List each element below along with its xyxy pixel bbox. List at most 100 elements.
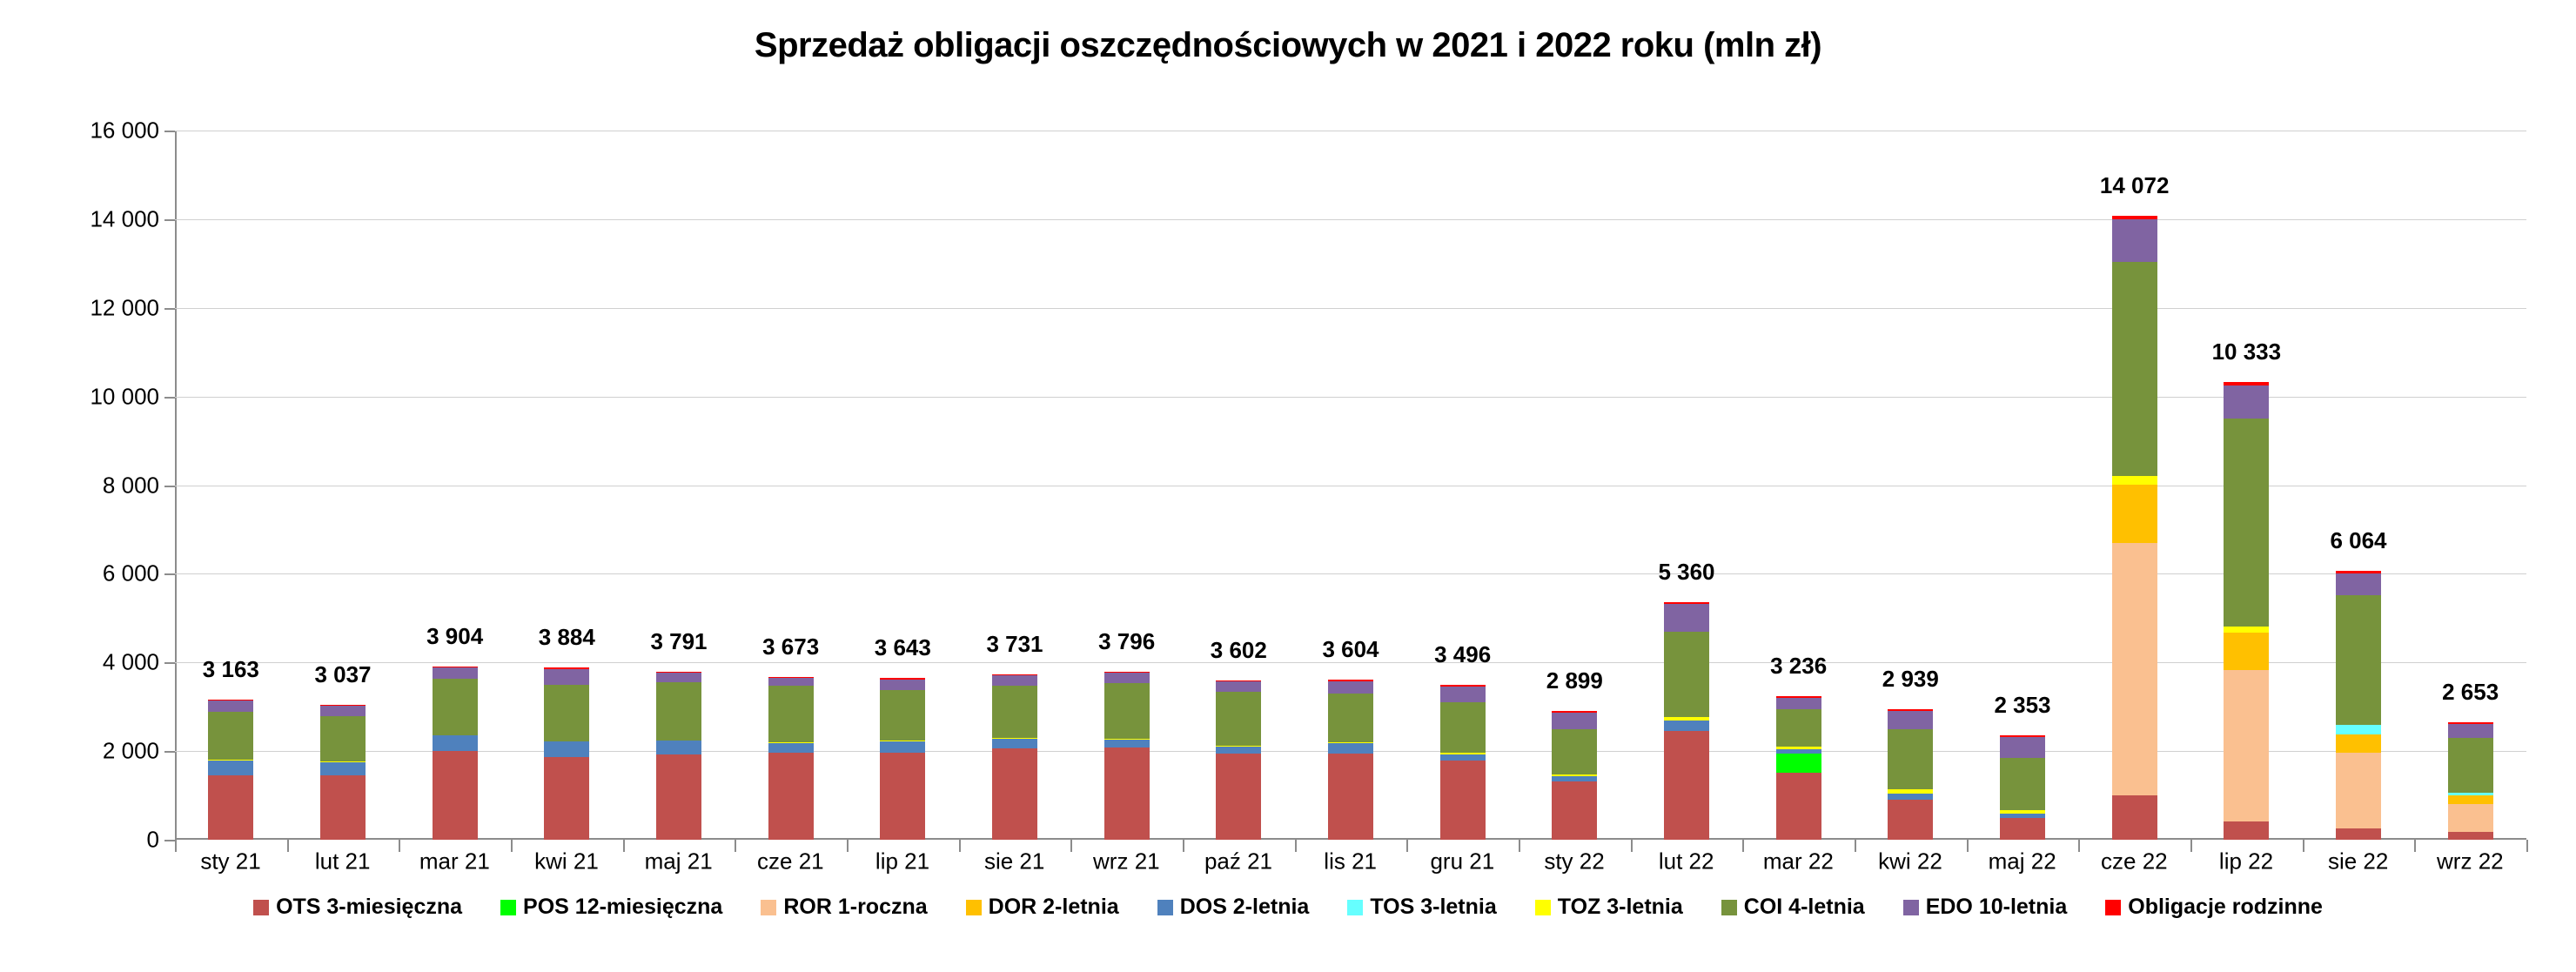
bar-segment[interactable]: [2336, 571, 2381, 573]
bar-segment[interactable]: [1775, 753, 1821, 773]
bar-segment[interactable]: [1888, 710, 1934, 729]
bar-segment[interactable]: [320, 761, 366, 762]
bar-segment[interactable]: [2336, 734, 2381, 753]
bar-segment[interactable]: [544, 668, 590, 685]
bar-segment[interactable]: [768, 742, 814, 753]
bar-segment[interactable]: [2111, 218, 2157, 262]
bar-segment[interactable]: [432, 750, 478, 840]
bar-segment[interactable]: [1552, 712, 1598, 729]
bar-segment[interactable]: [1775, 708, 1821, 747]
bar-segment[interactable]: [2111, 216, 2157, 219]
bar-segment[interactable]: [1328, 680, 1373, 694]
bar-segment[interactable]: [2336, 828, 2381, 840]
bar-segment[interactable]: [880, 741, 926, 753]
bar-mar-22[interactable]: [1775, 696, 1821, 840]
bar-segment[interactable]: [1216, 680, 1262, 692]
bar-segment[interactable]: [656, 740, 701, 754]
bar-segment[interactable]: [992, 674, 1037, 675]
legend-item[interactable]: ROR 1-roczna: [761, 895, 928, 920]
bar-segment[interactable]: [768, 752, 814, 840]
bar-segment[interactable]: [2224, 385, 2270, 419]
legend-item[interactable]: EDO 10-letnia: [1902, 895, 2067, 920]
bar-segment[interactable]: [1104, 739, 1150, 747]
legend-item[interactable]: POS 12-miesięczna: [500, 895, 722, 920]
bar-segment[interactable]: [992, 747, 1037, 840]
bar-segment[interactable]: [1104, 682, 1150, 740]
bar-segment[interactable]: [320, 705, 366, 707]
bar-segment[interactable]: [880, 678, 926, 680]
bar-segment[interactable]: [1439, 752, 1486, 754]
bar-lut-21[interactable]: [320, 705, 366, 840]
bar-segment[interactable]: [768, 677, 814, 686]
bar-segment[interactable]: [1664, 631, 1709, 717]
bar-segment[interactable]: [1216, 680, 1262, 681]
bar-segment[interactable]: [1664, 716, 1709, 721]
bar-segment[interactable]: [1104, 672, 1150, 683]
bar-segment[interactable]: [208, 760, 254, 775]
legend-item[interactable]: TOZ 3-letnia: [1534, 895, 1683, 920]
bar-segment[interactable]: [768, 676, 814, 678]
bar-cze-22[interactable]: [2111, 216, 2157, 840]
bar-segment[interactable]: [1328, 753, 1373, 840]
bar-segment[interactable]: [2336, 752, 2381, 828]
bar-segment[interactable]: [992, 738, 1037, 740]
bar-segment[interactable]: [2224, 418, 2270, 627]
bar-lis-21[interactable]: [1328, 680, 1373, 840]
bar-segment[interactable]: [544, 684, 590, 741]
bar-segment[interactable]: [432, 735, 478, 751]
bar-segment[interactable]: [2224, 633, 2270, 670]
bar-segment[interactable]: [1552, 775, 1598, 781]
bar-wrz-22[interactable]: [2447, 721, 2493, 840]
bar-segment[interactable]: [2224, 821, 2270, 840]
bar-kwi-21[interactable]: [544, 667, 590, 840]
legend-item[interactable]: DOR 2-letnia: [965, 895, 1119, 920]
bar-segment[interactable]: [656, 671, 701, 673]
bar-segment[interactable]: [2111, 476, 2157, 485]
bar-maj-22[interactable]: [2000, 735, 2045, 840]
bar-segment[interactable]: [208, 760, 254, 761]
bar-segment[interactable]: [1888, 799, 1934, 840]
bar-segment[interactable]: [1328, 693, 1373, 743]
bar-segment[interactable]: [768, 685, 814, 742]
bar-segment[interactable]: [1439, 754, 1486, 761]
bar-segment[interactable]: [1552, 711, 1598, 713]
bar-sty-22[interactable]: [1552, 711, 1598, 840]
bar-segment[interactable]: [1775, 748, 1821, 754]
bar-segment[interactable]: [1216, 746, 1262, 747]
bar-segment[interactable]: [2447, 803, 2493, 832]
bar-segment[interactable]: [656, 681, 701, 741]
bar-segment[interactable]: [1888, 709, 1934, 711]
bar-mar-21[interactable]: [432, 667, 478, 840]
bar-segment[interactable]: [432, 667, 478, 679]
bar-segment[interactable]: [208, 774, 254, 840]
bar-segment[interactable]: [1439, 760, 1486, 840]
bar-segment[interactable]: [2447, 831, 2493, 840]
bar-segment[interactable]: [208, 700, 254, 712]
bar-segment[interactable]: [2000, 737, 2045, 759]
bar-segment[interactable]: [1775, 697, 1821, 709]
bar-segment[interactable]: [1888, 728, 1934, 789]
bar-segment[interactable]: [1216, 753, 1262, 840]
bar-segment[interactable]: [656, 672, 701, 682]
legend-item[interactable]: Obligacje rodzinne: [2105, 895, 2323, 920]
bar-segment[interactable]: [544, 741, 590, 757]
bar-segment[interactable]: [2447, 721, 2493, 724]
bar-segment[interactable]: [1552, 781, 1598, 840]
bar-kwi-22[interactable]: [1888, 709, 1934, 840]
bar-sty-21[interactable]: [208, 699, 254, 840]
bar-segment[interactable]: [2000, 735, 2045, 738]
bar-segment[interactable]: [2336, 573, 2381, 596]
bar-segment[interactable]: [320, 706, 366, 716]
bar-segment[interactable]: [2447, 794, 2493, 804]
bar-segment[interactable]: [1664, 720, 1709, 731]
bar-segment[interactable]: [1104, 747, 1150, 840]
bar-segment[interactable]: [2224, 627, 2270, 633]
bar-segment[interactable]: [1104, 739, 1150, 740]
bar-segment[interactable]: [1439, 684, 1486, 687]
bar-segment[interactable]: [2111, 543, 2157, 796]
bar-segment[interactable]: [1439, 686, 1486, 702]
bar-segment[interactable]: [2111, 484, 2157, 544]
bar-segment[interactable]: [2224, 669, 2270, 822]
bar-segment[interactable]: [2000, 818, 2045, 840]
bar-segment[interactable]: [656, 754, 701, 840]
